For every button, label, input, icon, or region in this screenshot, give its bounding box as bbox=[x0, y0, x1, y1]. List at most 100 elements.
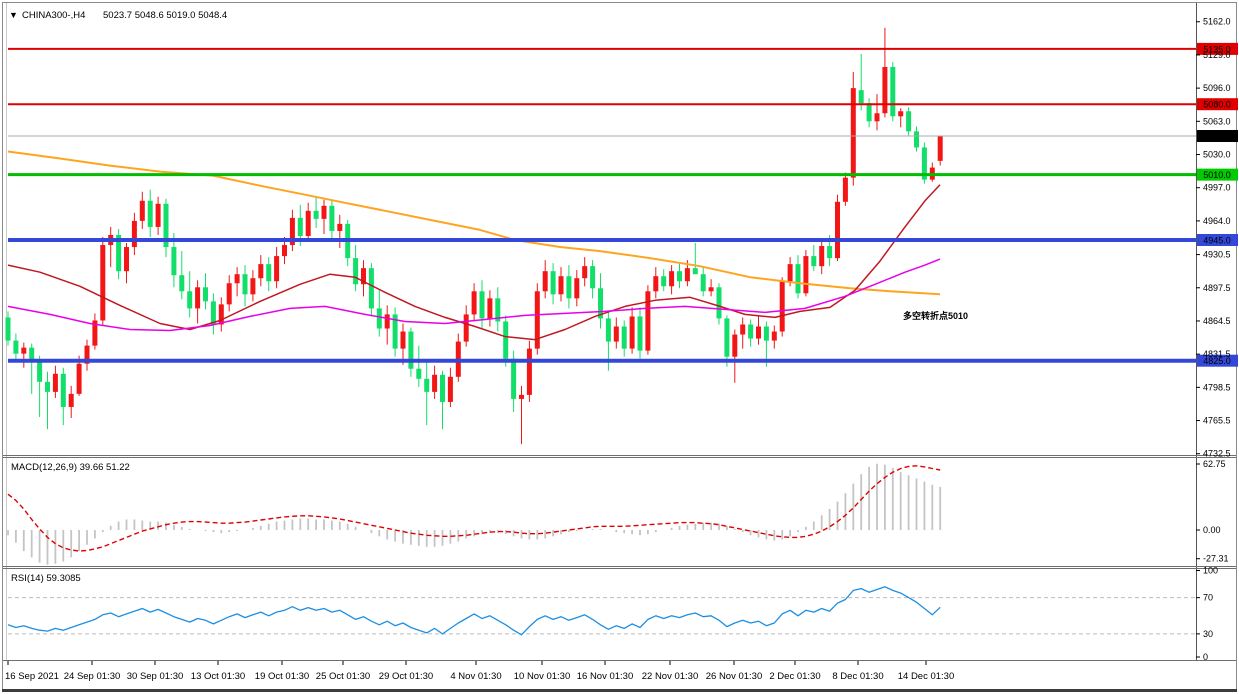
candlestick bbox=[108, 226, 114, 268]
candlestick bbox=[218, 297, 224, 332]
macd-signal-line bbox=[7, 465, 941, 552]
rsi-panel[interactable] bbox=[7, 586, 1196, 636]
price-badge: 5080.0 bbox=[1197, 98, 1238, 111]
candlestick bbox=[661, 269, 667, 292]
candle-body bbox=[471, 291, 477, 315]
candle-body bbox=[771, 331, 777, 341]
candlestick bbox=[321, 199, 327, 234]
candlestick bbox=[574, 270, 580, 307]
candlestick bbox=[645, 285, 651, 355]
axis-tick-label: 4897.5 bbox=[1203, 283, 1231, 293]
candle-body bbox=[37, 361, 43, 382]
candle-body bbox=[179, 275, 185, 292]
candlestick bbox=[361, 260, 366, 297]
price-badge: 5010.0 bbox=[1197, 168, 1238, 181]
candle-body bbox=[321, 205, 327, 219]
candle-body bbox=[124, 247, 129, 272]
candlestick bbox=[52, 365, 58, 398]
chart-symbol-timeframe[interactable]: CHINA300-,H4 bbox=[22, 10, 85, 21]
candle-body bbox=[661, 276, 667, 287]
candlestick bbox=[384, 305, 390, 345]
candlestick bbox=[37, 355, 43, 418]
candlestick bbox=[835, 194, 840, 262]
candle-body bbox=[297, 217, 303, 236]
candle-body bbox=[621, 326, 627, 349]
candle-body bbox=[684, 268, 690, 282]
current-price-badge: 5048.4 bbox=[1197, 130, 1238, 143]
candle-body bbox=[669, 271, 675, 287]
symbol-dropdown-icon[interactable]: ▼ bbox=[9, 10, 18, 20]
candle-body bbox=[795, 264, 801, 294]
candlestick bbox=[131, 212, 137, 256]
rsi-line bbox=[7, 586, 941, 636]
candle-body bbox=[353, 258, 359, 285]
time-tick-label: 13 Oct 01:30 bbox=[191, 671, 245, 682]
candle-body bbox=[914, 131, 919, 148]
candlestick bbox=[937, 135, 943, 166]
candle-body bbox=[274, 256, 280, 282]
axis-tick-label: 5162.0 bbox=[1203, 17, 1231, 27]
candle-body bbox=[779, 281, 785, 332]
candle-body bbox=[52, 373, 58, 392]
candlestick bbox=[850, 72, 856, 186]
candle-body bbox=[329, 205, 335, 231]
candle-body bbox=[368, 268, 374, 309]
candlestick bbox=[732, 329, 738, 383]
candle-body bbox=[574, 278, 580, 299]
candlestick bbox=[226, 275, 232, 312]
candlestick bbox=[740, 317, 746, 349]
axis-tick-label: 4732.5 bbox=[1203, 449, 1231, 459]
price-badge-bg bbox=[1197, 234, 1238, 246]
candlestick bbox=[621, 320, 627, 357]
candlestick bbox=[795, 255, 801, 299]
window-bottom-edge bbox=[2, 689, 1237, 692]
candlestick bbox=[653, 267, 659, 299]
candle-body bbox=[392, 314, 398, 349]
candlestick bbox=[542, 260, 548, 299]
candlestick bbox=[21, 342, 27, 368]
candlestick bbox=[756, 316, 761, 345]
candlestick bbox=[811, 245, 817, 272]
candlestick bbox=[929, 162, 935, 182]
time-tick-label: 22 Nov 01:30 bbox=[642, 671, 699, 682]
time-tick-label: 14 Dec 01:30 bbox=[898, 671, 955, 682]
candle-body bbox=[613, 326, 619, 342]
candle-body bbox=[424, 378, 430, 392]
candlestick bbox=[534, 283, 540, 355]
candle-body bbox=[210, 301, 216, 325]
candlestick bbox=[495, 287, 501, 332]
candlestick bbox=[13, 333, 19, 360]
candlestick bbox=[84, 339, 90, 371]
candlesticks-layer bbox=[5, 27, 943, 445]
candle-body bbox=[440, 374, 445, 402]
candlestick bbox=[274, 247, 280, 289]
candle-body bbox=[677, 271, 682, 282]
candle-body bbox=[526, 348, 532, 395]
candlestick bbox=[914, 126, 919, 152]
candle-body bbox=[590, 266, 596, 289]
candlestick bbox=[455, 333, 461, 382]
candle-body bbox=[890, 67, 896, 117]
macd-panel[interactable] bbox=[7, 463, 942, 565]
candlestick bbox=[582, 257, 588, 287]
candlestick bbox=[874, 94, 880, 131]
candlestick bbox=[195, 280, 201, 324]
main-price-panel[interactable] bbox=[5, 27, 1197, 445]
candle-body bbox=[566, 276, 572, 299]
candle-body bbox=[756, 326, 761, 339]
candle-body bbox=[708, 287, 714, 292]
candlestick bbox=[558, 267, 564, 302]
time-tick-label: 24 Sep 01:30 bbox=[64, 671, 121, 682]
macd-histogram bbox=[7, 463, 942, 565]
candle-body bbox=[921, 147, 927, 180]
candle-body bbox=[29, 347, 35, 362]
candle-body bbox=[45, 381, 50, 392]
axis-tick-label: 4964.0 bbox=[1203, 216, 1231, 226]
axis-tick-label: 4997.0 bbox=[1203, 183, 1231, 193]
candlestick bbox=[440, 370, 445, 430]
axis-tick-label: 5096.0 bbox=[1203, 83, 1231, 93]
candlestick bbox=[210, 293, 216, 335]
candle-body bbox=[487, 298, 493, 319]
